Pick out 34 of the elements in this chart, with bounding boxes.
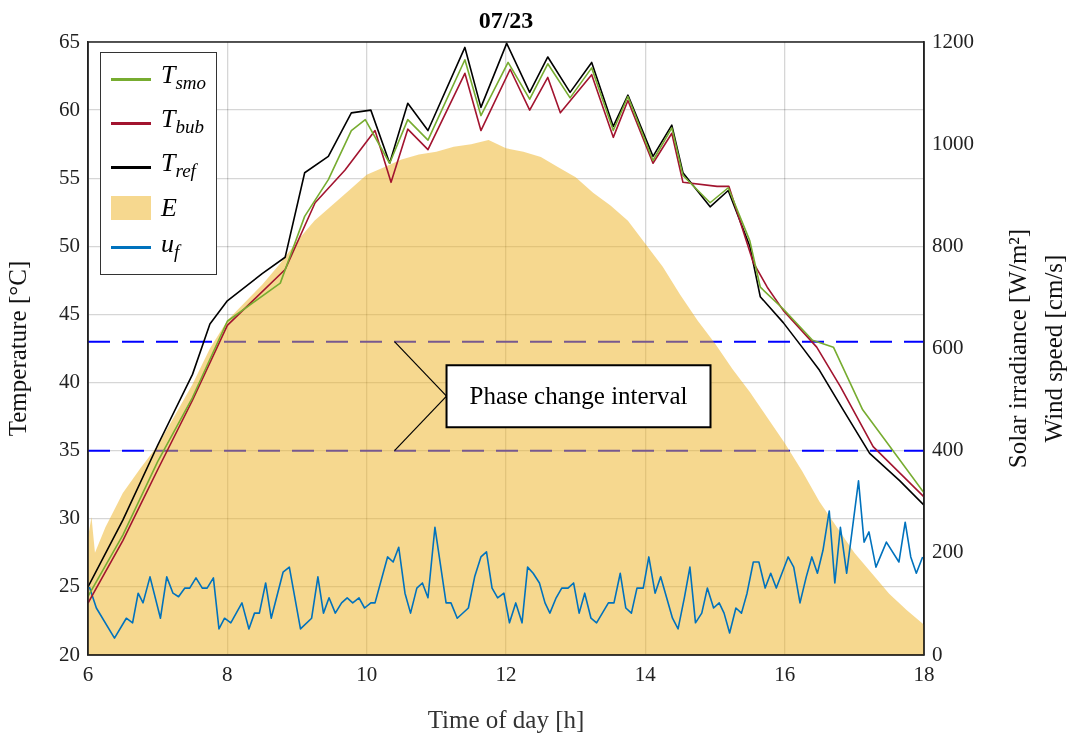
y2-tick-label: 800 (932, 232, 964, 257)
chart-title: 07/23 (478, 7, 534, 34)
y2-tick-label: 1000 (932, 130, 974, 155)
y-axis-title: Temperature [°C] (3, 260, 31, 437)
x-tick-label: 18 (913, 662, 935, 687)
annotation: Phase change interval (469, 381, 688, 409)
y-tick-label: 25 (59, 573, 80, 598)
legend-label: E (161, 191, 177, 224)
x-axis-title: Time of day [h] (427, 705, 585, 733)
y-tick-label: 60 (59, 96, 80, 121)
legend-label: u$_{f}$ (161, 227, 180, 264)
y-tick-label: 30 (59, 505, 80, 530)
x-tick-label: 12 (495, 662, 517, 687)
x-tick-label: 6 (82, 662, 94, 687)
x-tick-label: 14 (634, 662, 657, 687)
y2-tick-label: 400 (932, 437, 964, 462)
y-tick-label: 45 (59, 300, 80, 325)
x-tick-label: 16 (774, 662, 796, 687)
y-tick-label: 35 (59, 437, 80, 462)
x-tick-label: 10 (356, 662, 378, 687)
y-tick-label: 65 (59, 28, 80, 53)
y-tick-label: 40 (59, 369, 80, 394)
legend-label: T$_{ref}$ (161, 147, 196, 184)
y2-tick-label: 600 (932, 335, 964, 360)
legend-label: T$_{smo}$ (161, 59, 207, 96)
y2-tick-label: 0 (932, 641, 943, 666)
x-tick-label: 8 (222, 662, 233, 687)
y2-axis-title: Solar irradiance [W/m²] Wind speed [cm/s] (1003, 228, 1067, 469)
y-tick-label: 55 (59, 164, 80, 189)
y2-tick-label: 200 (932, 539, 964, 564)
legend-label: T$_{bub}$ (161, 103, 204, 140)
y-tick-label: 20 (59, 641, 80, 666)
y-tick-label: 50 (59, 232, 80, 257)
y2-tick-label: 1200 (932, 28, 974, 53)
